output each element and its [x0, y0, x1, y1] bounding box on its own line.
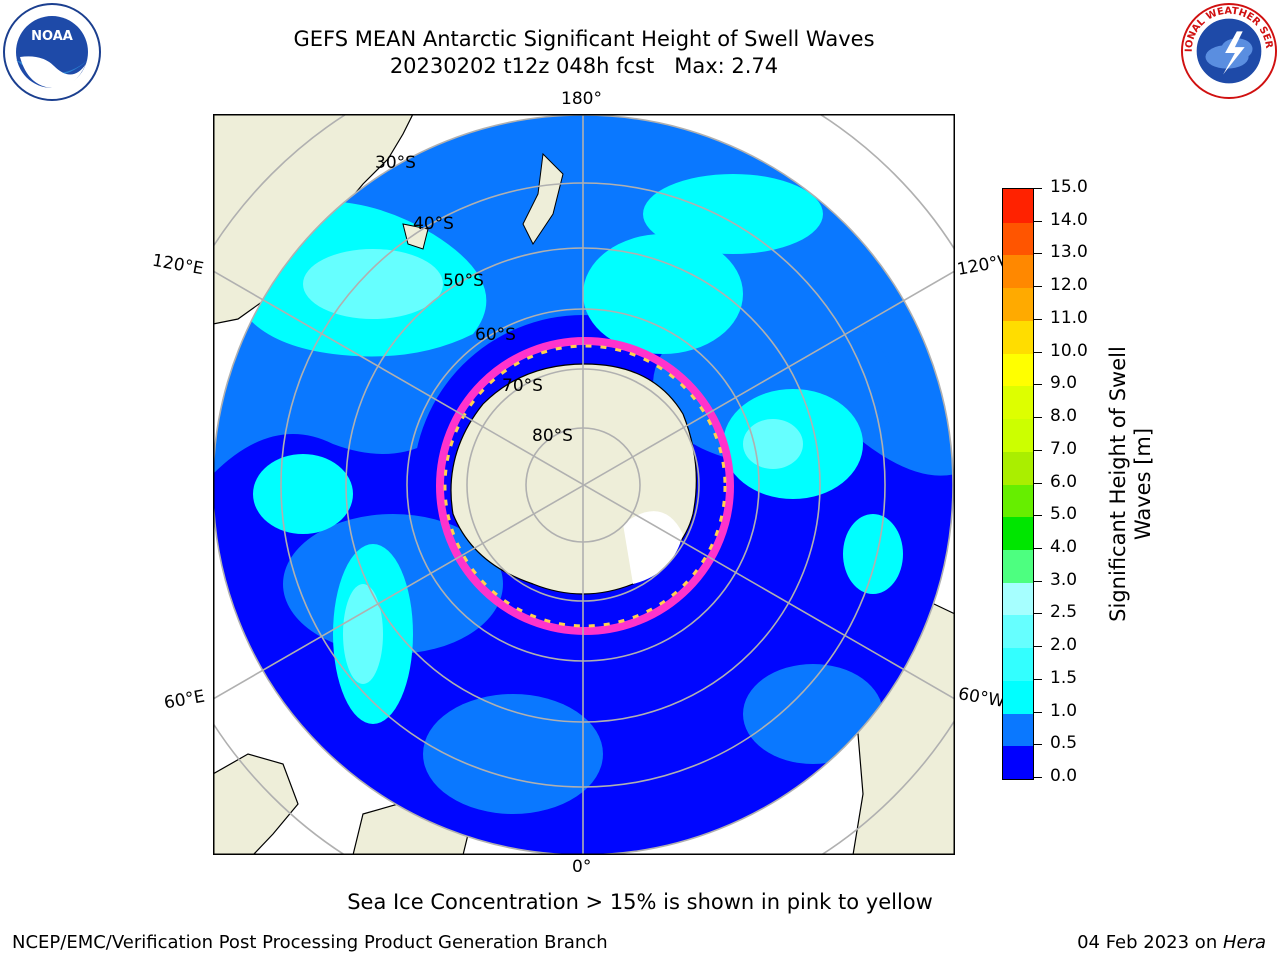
colorbar-tick-label: 3.0 — [1050, 569, 1078, 590]
colorbar-tick-label: 6.0 — [1050, 471, 1078, 492]
colorbar-tick-label: 7.0 — [1050, 438, 1078, 459]
noaa-logo-text: NOAA — [31, 29, 73, 44]
map-frame — [213, 114, 955, 855]
colorbar-segment — [1003, 385, 1033, 420]
colorbar-tick — [1034, 188, 1042, 189]
lat-label-30s: 30°S — [375, 153, 416, 173]
colorbar-tick-label: 14.0 — [1050, 209, 1088, 230]
colorbar-tick-label: 5.0 — [1050, 504, 1078, 525]
colorbar-tick — [1034, 613, 1042, 615]
colorbar-tick — [1034, 777, 1042, 778]
lon-label-0: 0° — [572, 857, 592, 877]
swell-height-map: 30°S 40°S 50°S 60°S 70°S 80°S — [213, 114, 955, 855]
colorbar-tick — [1034, 449, 1042, 451]
footer-date: 04 Feb 2023 on Hera — [1077, 932, 1266, 953]
new-zealand-land — [522, 152, 564, 245]
colorbar-tick — [1034, 744, 1042, 746]
noaa-logo: NOAA — [3, 3, 101, 101]
colorbar-segment — [1003, 680, 1033, 714]
graticule — [213, 114, 955, 855]
lat-label-60s: 60°S — [475, 325, 516, 345]
colorbar-tick-label: 15.0 — [1050, 177, 1088, 197]
colorbar-segment — [1003, 516, 1033, 550]
lon-label-60e: 60°E — [162, 686, 207, 714]
colorbar-segment — [1003, 254, 1033, 289]
colorbar-segment — [1003, 647, 1033, 681]
chart-title: GEFS MEAN Antarctic Significant Height o… — [293, 27, 875, 51]
colorbar-segment — [1003, 712, 1033, 747]
colorbar-segment — [1003, 189, 1033, 223]
africa-land — [213, 753, 299, 855]
colorbar-segment — [1003, 582, 1033, 616]
colorbar-tick-label: 1.0 — [1050, 700, 1078, 721]
colorbar-tick — [1034, 351, 1042, 353]
colorbar-tick — [1034, 515, 1042, 517]
colorbar-segment — [1003, 287, 1033, 321]
lon-label-60w: 60°W — [956, 684, 1007, 712]
colorbar-segment — [1003, 222, 1033, 256]
colorbar-tick-label: 2.0 — [1050, 635, 1078, 656]
colorbar-tick — [1034, 711, 1042, 713]
lat-label-70s: 70°S — [502, 376, 543, 396]
colorbar — [1002, 188, 1034, 780]
colorbar-tick — [1034, 220, 1042, 222]
sea-ice-note: Sea Ice Concentration > 15% is shown in … — [347, 890, 933, 914]
lon-label-180: 180° — [561, 89, 602, 109]
colorbar-segment — [1003, 483, 1033, 518]
colorbar-tick — [1034, 253, 1042, 255]
colorbar-tick — [1034, 286, 1042, 288]
colorbar-tick-label: 9.0 — [1050, 373, 1078, 394]
colorbar-tick — [1034, 417, 1042, 419]
colorbar-tick — [1034, 482, 1042, 484]
colorbar-tick-label: 13.0 — [1050, 242, 1088, 263]
lon-label-120e: 120°E — [150, 250, 206, 280]
colorbar-segment — [1003, 614, 1033, 649]
colorbar-tick — [1034, 318, 1042, 320]
colorbar-tick-label: 0.0 — [1050, 766, 1078, 786]
colorbar-segment — [1003, 418, 1033, 452]
colorbar-tick — [1034, 580, 1042, 582]
colorbar-segment — [1003, 451, 1033, 485]
colorbar-tick-label: 12.0 — [1050, 275, 1088, 296]
colorbar-tick — [1034, 646, 1042, 648]
colorbar-segment — [1003, 320, 1033, 354]
colorbar-tick — [1034, 678, 1042, 680]
lat-label-80s: 80°S — [532, 426, 573, 446]
colorbar-segment — [1003, 549, 1033, 583]
lat-label-50s: 50°S — [443, 271, 484, 291]
chart-subtitle: 20230202 t12z 048h fcst Max: 2.74 — [389, 54, 779, 78]
colorbar-tick-label: 1.5 — [1050, 667, 1078, 688]
colorbar-tick — [1034, 547, 1042, 549]
colorbar-tick-label: 4.0 — [1050, 536, 1078, 557]
lat-label-40s: 40°S — [413, 214, 454, 234]
colorbar-tick-label: 11.0 — [1050, 307, 1088, 328]
colorbar-tick-label: 10.0 — [1050, 340, 1088, 361]
colorbar-tick-label: 8.0 — [1050, 406, 1078, 427]
footer-branch: NCEP/EMC/Verification Post Processing Pr… — [12, 932, 608, 953]
footer-machine: Hera — [1222, 932, 1266, 953]
colorbar-segment — [1003, 353, 1033, 387]
colorbar-tick-label: 2.5 — [1050, 602, 1078, 623]
colorbar-tick — [1034, 384, 1042, 386]
colorbar-title: Significant Height of Swell Waves [m] — [1106, 346, 1155, 622]
colorbar-segment — [1003, 745, 1033, 779]
nws-logo: NATIONAL WEATHER SERVICE — [1180, 2, 1278, 100]
colorbar-tick-label: 0.5 — [1050, 733, 1078, 754]
